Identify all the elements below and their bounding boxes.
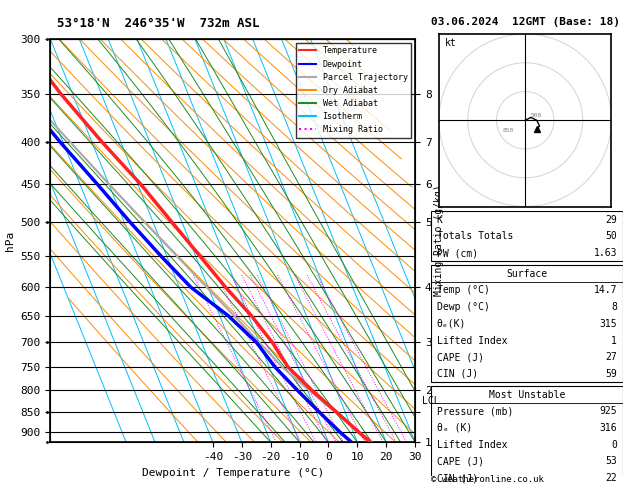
- Legend: Temperature, Dewpoint, Parcel Trajectory, Dry Adiabat, Wet Adiabat, Isotherm, Mi: Temperature, Dewpoint, Parcel Trajectory…: [296, 43, 411, 138]
- Text: 53: 53: [605, 456, 617, 466]
- Text: CAPE (J): CAPE (J): [437, 352, 484, 362]
- Text: CIN (J): CIN (J): [437, 369, 478, 379]
- Text: 20: 20: [392, 447, 401, 453]
- Text: 5: 5: [334, 447, 338, 453]
- Bar: [431, 265, 623, 382]
- Text: Pressure (mb): Pressure (mb): [437, 406, 513, 416]
- Y-axis label: Mixing Ratio (g/kg): Mixing Ratio (g/kg): [435, 185, 445, 296]
- Text: 1: 1: [611, 335, 617, 346]
- Text: 925: 925: [599, 406, 617, 416]
- Text: CIN (J): CIN (J): [437, 473, 478, 483]
- Text: θₑ(K): θₑ(K): [437, 319, 466, 329]
- Text: Most Unstable: Most Unstable: [489, 390, 565, 399]
- Text: © weatheronline.co.uk: © weatheronline.co.uk: [431, 474, 543, 484]
- Text: PW (cm): PW (cm): [437, 248, 478, 258]
- Text: 500: 500: [531, 113, 542, 119]
- Text: 59: 59: [605, 369, 617, 379]
- Text: Lifted Index: Lifted Index: [437, 335, 507, 346]
- Text: 1.63: 1.63: [593, 248, 617, 258]
- X-axis label: Dewpoint / Temperature (°C): Dewpoint / Temperature (°C): [142, 468, 324, 478]
- Text: 1: 1: [274, 447, 279, 453]
- Y-axis label: hPa: hPa: [5, 230, 15, 251]
- Text: kt: kt: [445, 37, 457, 48]
- Bar: [431, 211, 623, 261]
- Text: 50: 50: [605, 231, 617, 242]
- Text: 14.7: 14.7: [593, 285, 617, 295]
- Text: 3: 3: [314, 447, 318, 453]
- Text: Lifted Index: Lifted Index: [437, 440, 507, 450]
- Text: K: K: [437, 215, 442, 225]
- Text: LCL: LCL: [423, 396, 440, 406]
- Text: 27: 27: [605, 352, 617, 362]
- Text: Dewp (°C): Dewp (°C): [437, 302, 489, 312]
- Text: 10: 10: [361, 447, 369, 453]
- Text: Surface: Surface: [506, 269, 547, 279]
- Text: 53°18'N  246°35'W  732m ASL: 53°18'N 246°35'W 732m ASL: [57, 17, 259, 30]
- Text: 0: 0: [611, 440, 617, 450]
- Text: 2: 2: [299, 447, 303, 453]
- Text: θₑ (K): θₑ (K): [437, 423, 472, 433]
- Bar: [431, 386, 623, 486]
- Text: 4: 4: [325, 447, 329, 453]
- Text: 22: 22: [605, 473, 617, 483]
- Text: 8: 8: [611, 302, 617, 312]
- Text: 29: 29: [605, 215, 617, 225]
- Text: Temp (°C): Temp (°C): [437, 285, 489, 295]
- Text: 850: 850: [502, 128, 513, 133]
- Text: 316: 316: [599, 423, 617, 433]
- Text: 6: 6: [342, 447, 345, 453]
- Text: 03.06.2024  12GMT (Base: 18): 03.06.2024 12GMT (Base: 18): [431, 17, 620, 27]
- Text: 315: 315: [599, 319, 617, 329]
- Text: 25: 25: [403, 447, 411, 453]
- Text: 15: 15: [379, 447, 387, 453]
- Text: CAPE (J): CAPE (J): [437, 456, 484, 466]
- Text: Totals Totals: Totals Totals: [437, 231, 513, 242]
